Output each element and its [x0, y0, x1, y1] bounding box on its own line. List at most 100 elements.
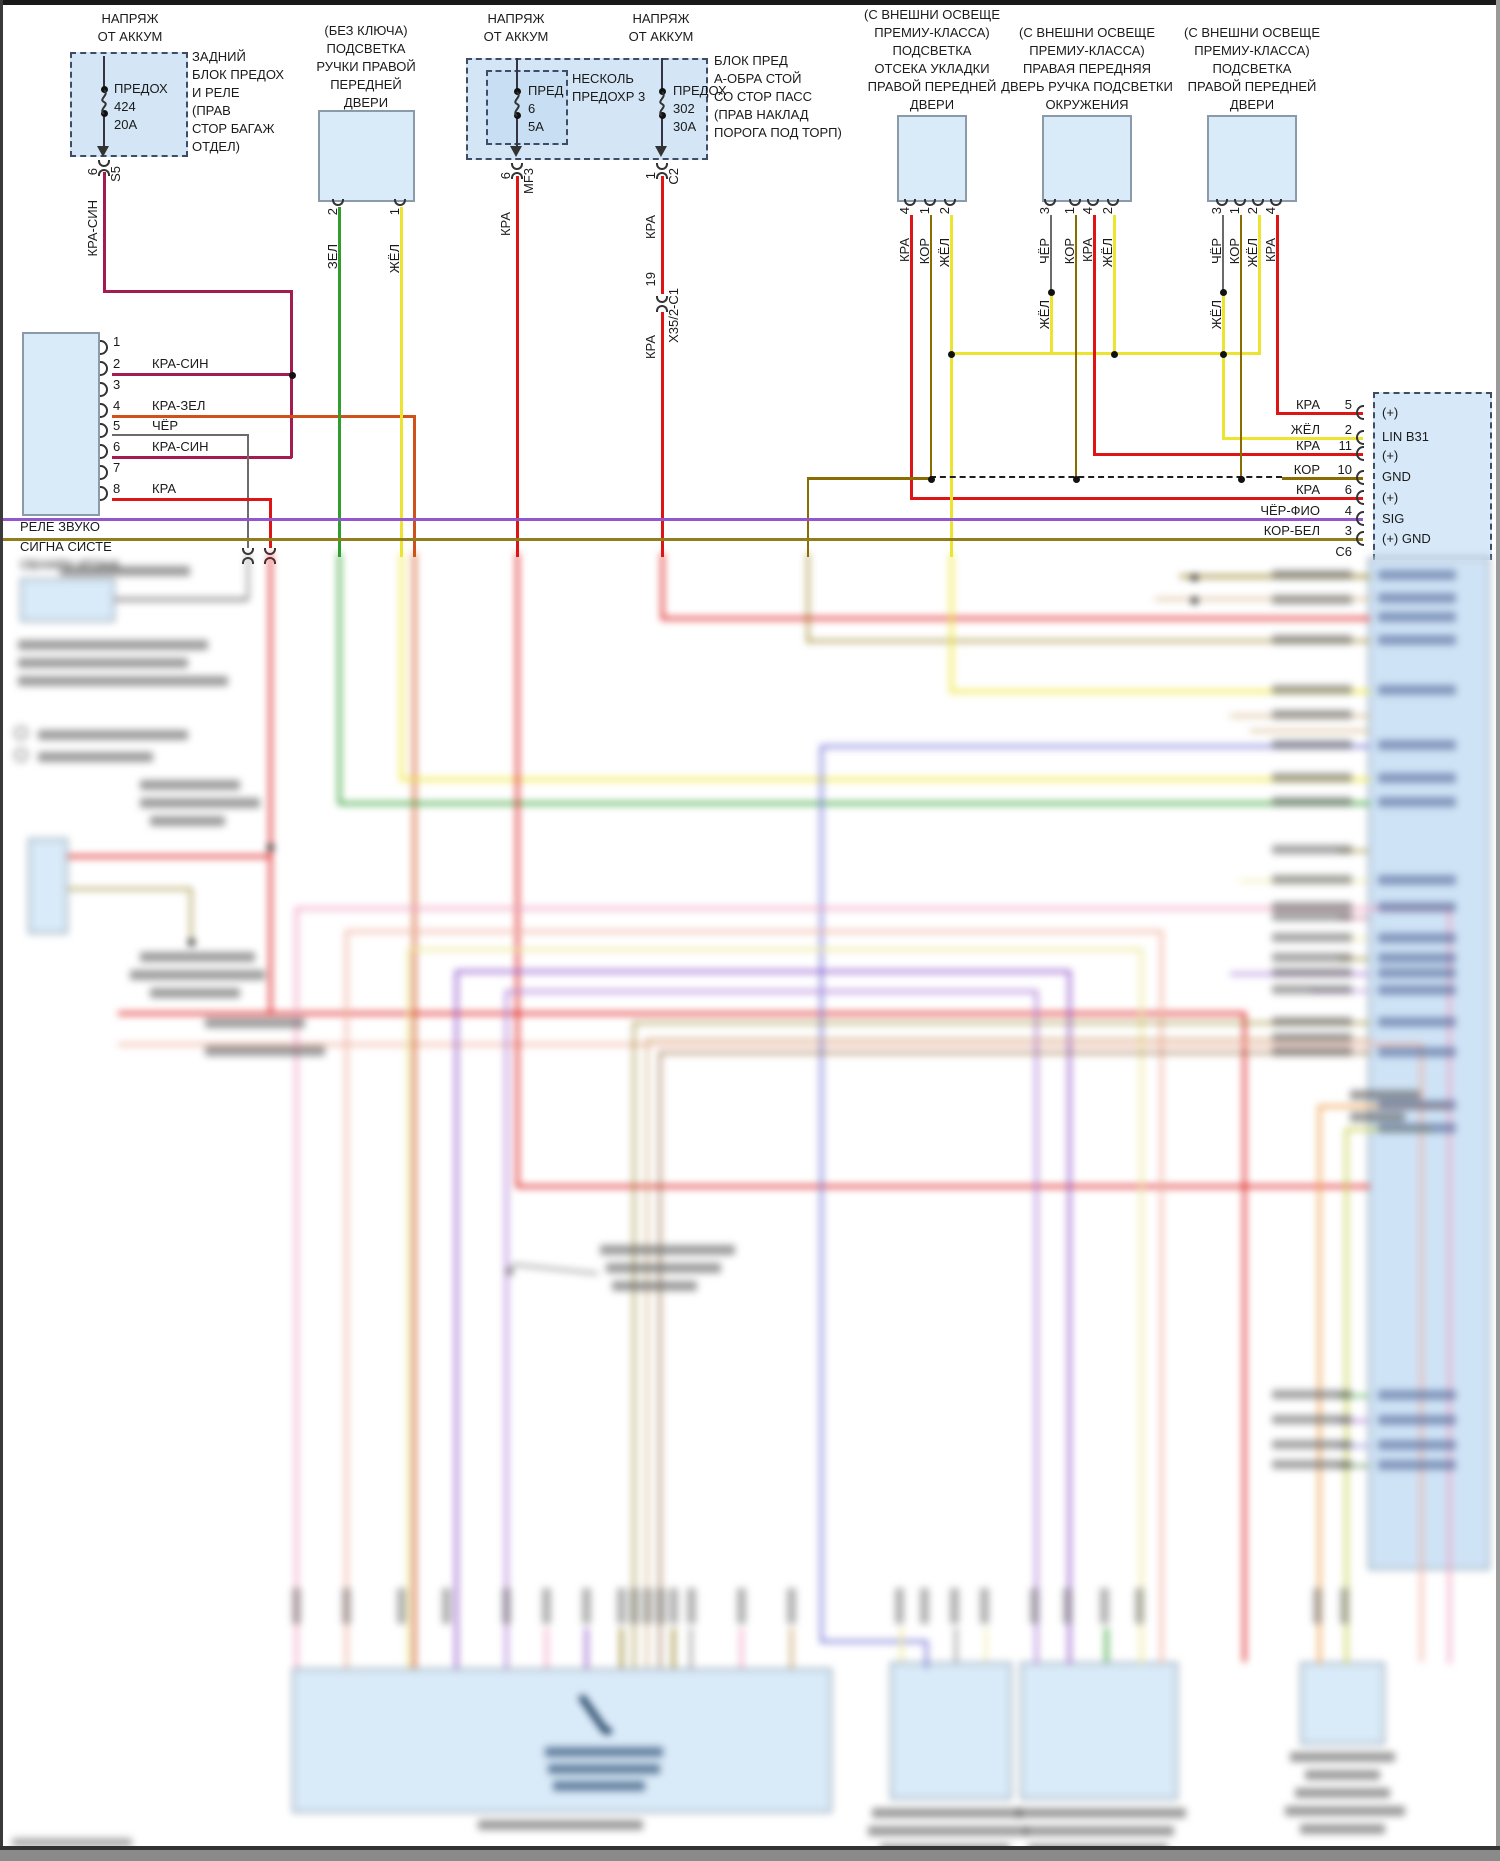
arrow-down-icon — [97, 146, 109, 157]
wire-segment — [1448, 907, 1451, 1664]
rconn-pin-4: 10 — [1337, 462, 1352, 477]
wire-segment — [247, 553, 249, 600]
relay-pin-6: 6 — [113, 439, 121, 454]
blurred-text — [687, 1588, 696, 1624]
splice-dot — [289, 372, 296, 379]
frame-left — [0, 0, 3, 1861]
wire-segment — [118, 1012, 1245, 1015]
wire-segment — [633, 1022, 1370, 1024]
relay-label-1: РЕЛЕ ЗВУКО — [20, 519, 101, 534]
splice-dot — [1191, 597, 1198, 604]
wire-segment — [545, 1628, 548, 1668]
blurred-text — [1272, 685, 1352, 694]
blurred-text — [1378, 1440, 1456, 1450]
wire-segment — [1338, 1420, 1368, 1422]
wire-segment — [585, 1628, 588, 1668]
wire-segment — [1348, 938, 1368, 940]
blurred-text — [1272, 968, 1352, 977]
keyless-unit-label: (БЕЗ КЛЮЧА) ПОДСВЕТКА РУЧКИ ПРАВОЙ ПЕРЕДНЕ… — [316, 23, 416, 110]
wire-segment — [118, 1043, 1422, 1046]
wire-segment — [1093, 215, 1096, 455]
rconn-wire-7: КОР-БЕЛ — [1263, 523, 1320, 538]
wire-segment — [1240, 215, 1242, 477]
relay-pin-bracket — [100, 382, 108, 397]
blurred-text — [1378, 1047, 1456, 1057]
rconn-pin-bracket — [1356, 470, 1364, 485]
battery-voltage-label-1: НАПРЯЖ ОТ АККУМ — [97, 11, 163, 44]
battery-voltage-label-2: НАПРЯЖ ОТ АККУМ — [483, 11, 549, 44]
rconn-desc-2: LIN B31 — [1382, 429, 1429, 444]
blurred-text — [612, 1281, 697, 1291]
frame-bottom — [0, 1850, 1500, 1861]
rconn-pin-bracket — [1356, 531, 1364, 546]
left-small-connector — [28, 838, 68, 934]
wire-segment — [112, 456, 292, 459]
blurred-text — [1378, 875, 1456, 885]
wire-segment — [68, 855, 271, 858]
relay-pin-2: 2 — [113, 356, 121, 371]
pin-cup — [1216, 199, 1228, 206]
multi-fuse-label-1: НЕСКОЛЬ — [572, 71, 634, 86]
blurred-text — [950, 1588, 959, 1624]
relay-pin-bracket — [100, 465, 108, 480]
wire-segment — [910, 215, 913, 499]
blurred-text — [1378, 797, 1456, 807]
blurred-text — [1272, 933, 1352, 942]
blurred-text — [1030, 1588, 1039, 1624]
blurred-text — [1272, 635, 1352, 644]
wire-segment — [930, 215, 932, 477]
wire-segment — [269, 498, 272, 548]
blurred-text — [442, 1588, 451, 1624]
wire-segment — [413, 553, 416, 1668]
pin-cup — [1234, 199, 1246, 206]
pin-cup — [1270, 199, 1282, 206]
lamp1-label: (С ВНЕШНИ ОСВЕЩЕ ПРЕМИУ-КЛАССА) ПОДСВЕТКА … — [863, 7, 1001, 112]
rear-fuse-box-description: ЗАДНИЙ БЛОК ПРЕДОХ И РЕЛЕ (ПРАВ СТОР БАГАЖ О… — [192, 49, 285, 154]
blurred-text — [600, 1245, 735, 1255]
wire-segment — [455, 970, 1070, 973]
connector-symbol — [98, 160, 110, 167]
relay-pin-7: 7 — [113, 460, 121, 475]
wire-segment — [1222, 215, 1224, 292]
blurred-text — [787, 1588, 796, 1624]
splice-dot — [1238, 476, 1245, 483]
wire-segment — [950, 215, 953, 557]
blurred-text — [1272, 1033, 1352, 1042]
rconn-wire-4: КОР — [1293, 462, 1320, 477]
wire-segment — [400, 207, 403, 557]
wire-segment — [1035, 990, 1038, 1664]
wire-segment — [103, 290, 293, 293]
relay-label-2: СИГНА СИСТЕ — [20, 539, 112, 554]
blurred-text — [1272, 845, 1352, 854]
blurred-text — [1378, 1100, 1456, 1110]
wire-segment — [400, 778, 1370, 781]
wire-segment — [338, 802, 1370, 805]
wire-segment — [672, 1628, 675, 1668]
rconn-pin-3: 11 — [1338, 438, 1353, 453]
relay-pin-bracket — [100, 423, 108, 438]
keyless-handle-light-box — [318, 110, 415, 202]
wire-segment — [661, 176, 664, 294]
wire-segment — [661, 58, 663, 90]
blurred-text — [1272, 902, 1352, 911]
lamp3-box — [1207, 115, 1297, 202]
relay-pin-bracket — [100, 340, 108, 355]
relay-pin-4: 4 — [113, 398, 121, 413]
wire-segment — [407, 948, 1142, 951]
blurred-text — [1272, 1390, 1352, 1399]
left-small-box — [20, 578, 115, 622]
rconn-wire-1: КРА — [1295, 397, 1320, 412]
blurred-text — [582, 1588, 591, 1624]
rconn-desc-5: (+) — [1382, 490, 1399, 505]
blurred-text — [18, 640, 208, 650]
blurred-text — [1350, 1090, 1420, 1100]
splice-dot — [1073, 476, 1080, 483]
wire-segment — [646, 1038, 1370, 1040]
blurred-text — [548, 1764, 660, 1774]
blurred-text — [150, 816, 225, 826]
wire-segment — [345, 930, 348, 1668]
blurred-text — [1378, 933, 1456, 943]
blurred-text — [140, 798, 260, 808]
rconn-pin-2: 2 — [1344, 422, 1352, 437]
blurred-text — [1272, 912, 1352, 921]
